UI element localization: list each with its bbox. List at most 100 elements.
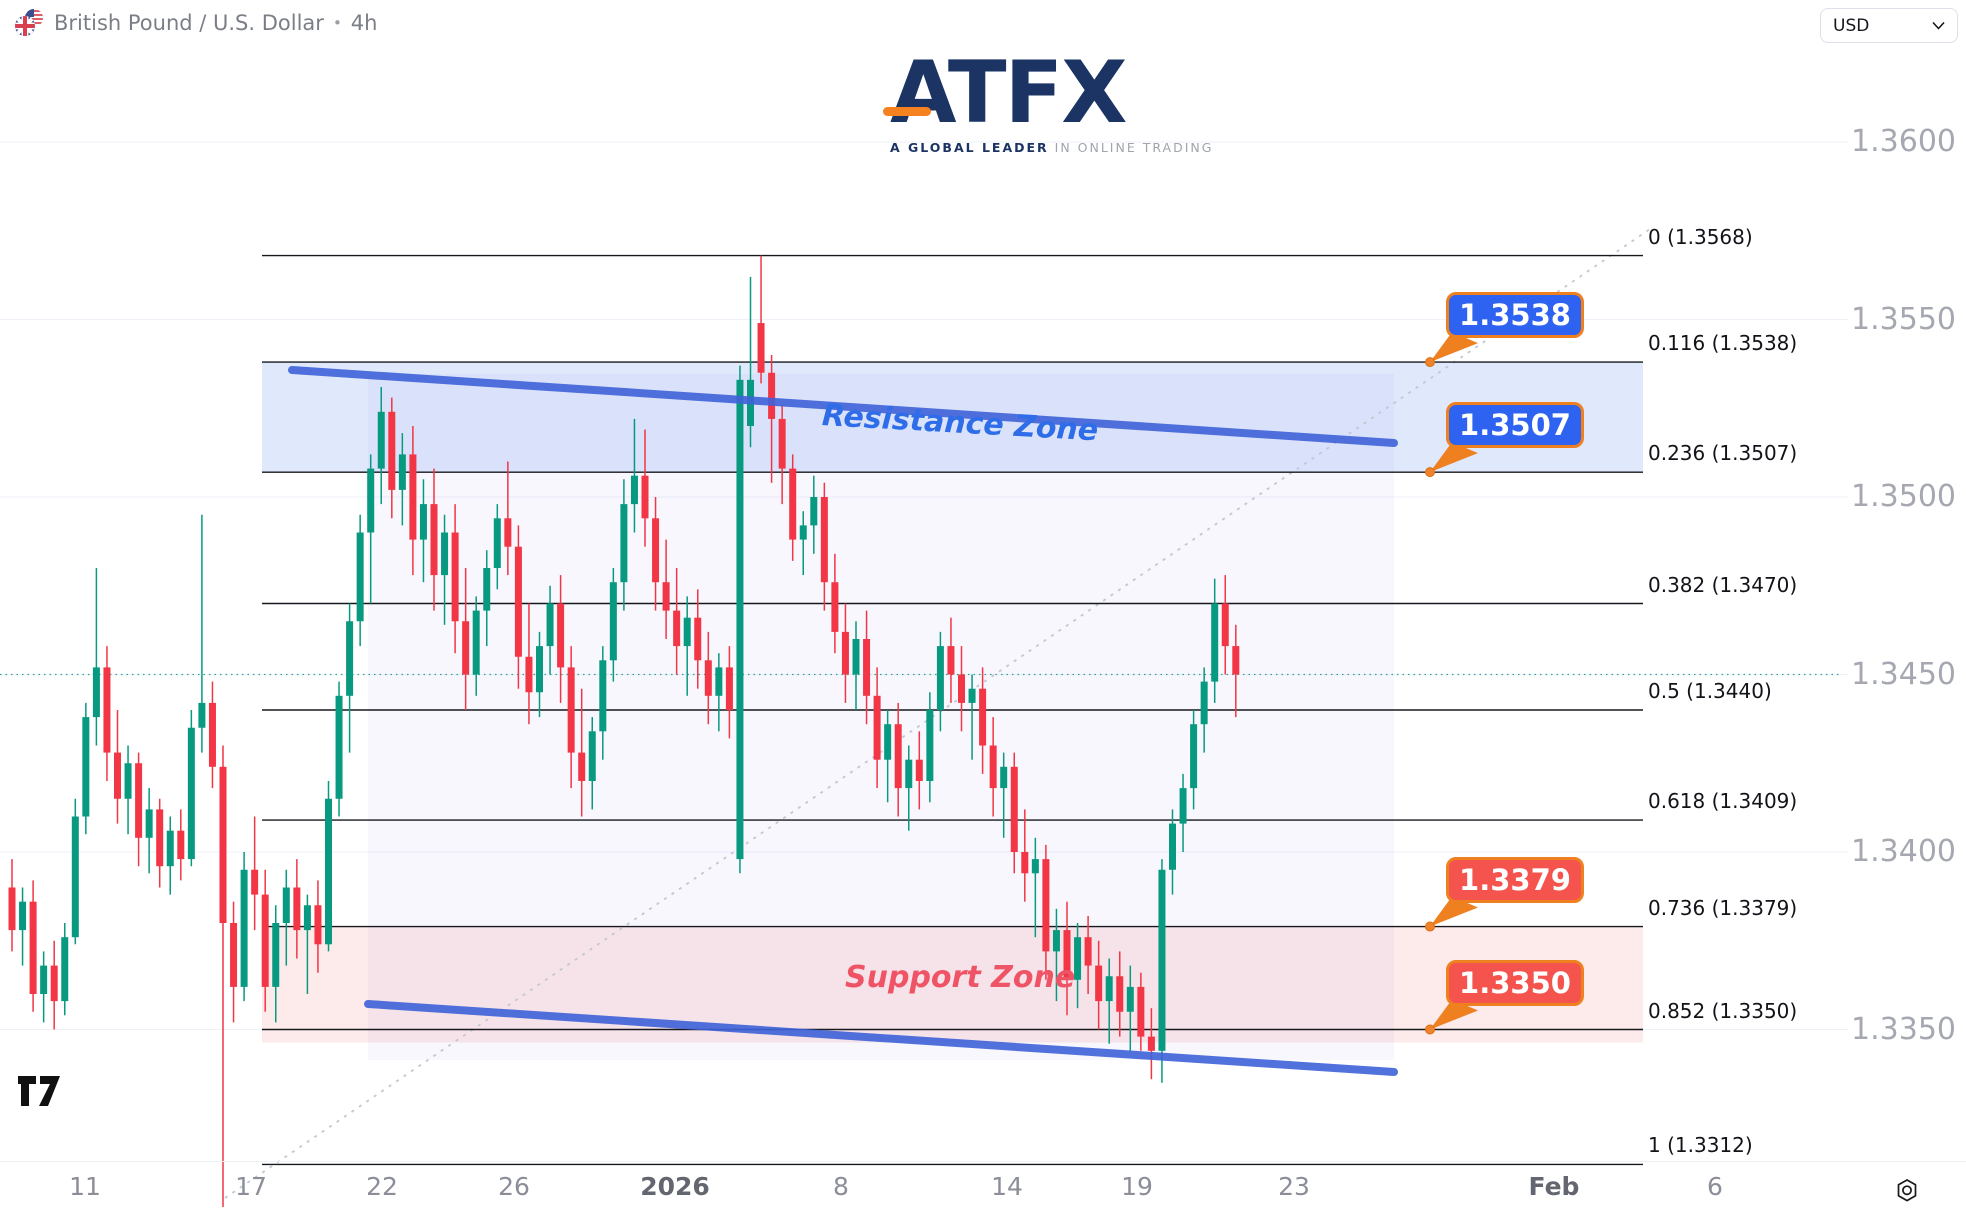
candle-body — [1116, 976, 1124, 1012]
candle-body — [1190, 724, 1198, 789]
time-axis-label: Feb — [1528, 1172, 1580, 1201]
fib-level-label: 0.852 (1.3350) — [1648, 998, 1798, 1023]
candle-body — [652, 518, 660, 583]
candle-body — [715, 667, 723, 696]
time-axis-label: 14 — [991, 1172, 1023, 1201]
candle-body — [1211, 603, 1219, 682]
candle-body — [630, 475, 638, 505]
candle-body — [1095, 965, 1103, 1002]
candle-body — [19, 901, 27, 931]
candle-body — [894, 724, 902, 789]
fib-level-label: 0 (1.3568) — [1648, 224, 1753, 249]
tradingview-logo[interactable] — [16, 1072, 62, 1110]
candle-body — [166, 830, 174, 867]
candle-body — [29, 901, 37, 994]
candle-body — [810, 497, 818, 526]
candle-body — [367, 468, 375, 533]
price-callout-1.3507[interactable]: 1.3507 — [1446, 402, 1584, 449]
symbol-header: British Pound / U.S. Dollar • 4h — [14, 8, 377, 38]
candle-body — [989, 745, 997, 789]
chevron-down-icon — [1932, 21, 1945, 30]
candle-body — [187, 727, 195, 860]
candle-body — [50, 965, 58, 1002]
candle-body — [377, 411, 385, 469]
candle-body — [736, 379, 744, 860]
candle-body — [1126, 986, 1134, 1012]
support-trendline[interactable] — [364, 1000, 1398, 1076]
candle-body — [156, 809, 164, 867]
candle-body — [346, 621, 354, 696]
price-callout-1.3379[interactable]: 1.3379 — [1446, 856, 1584, 903]
brand-logo: ATFX A GLOBAL LEADER IN ONLINE TRADING — [883, 50, 1214, 155]
candle-body — [979, 688, 987, 746]
candle-body — [1147, 1036, 1155, 1051]
title-separator: • — [332, 14, 342, 32]
price-axis-label: 1.3350 — [1851, 1011, 1956, 1047]
candle-body — [725, 667, 733, 710]
candle-body — [1232, 646, 1240, 675]
time-axis-label: 26 — [498, 1172, 530, 1201]
candle-body — [504, 518, 512, 547]
candle-body — [177, 830, 185, 860]
candle-body — [462, 621, 470, 675]
gear-icon[interactable] — [1892, 1176, 1922, 1206]
candle-body — [335, 695, 343, 799]
price-callout-1.3538[interactable]: 1.3538 — [1446, 292, 1584, 339]
time-axis-label: 11 — [69, 1172, 101, 1201]
candle-body — [1084, 937, 1092, 966]
price-axis-label: 1.3500 — [1851, 479, 1956, 514]
candle-body — [1000, 766, 1008, 789]
candle-body — [525, 656, 533, 693]
brand-tagline: A GLOBAL LEADER IN ONLINE TRADING — [890, 140, 1214, 155]
candle-body — [230, 923, 238, 987]
candle-body — [546, 603, 554, 647]
symbol-title[interactable]: British Pound / U.S. Dollar • 4h — [54, 11, 377, 35]
candle-body — [71, 816, 79, 938]
candle-body — [451, 532, 459, 622]
candle-body — [915, 759, 923, 781]
callout-tail — [1430, 332, 1478, 363]
fib-level-label: 0.5 (1.3440) — [1648, 679, 1772, 703]
time-axis-separator — [0, 1161, 1966, 1162]
callout-tail — [1430, 442, 1478, 473]
currency-select-value: USD — [1833, 15, 1870, 36]
candle-body — [694, 617, 702, 661]
candle-body — [1031, 859, 1039, 874]
candle-body — [1179, 788, 1187, 824]
fib-level-label: 0.382 (1.3470) — [1648, 572, 1798, 597]
candle-body — [641, 475, 649, 519]
candle-body — [1158, 869, 1166, 1051]
candle-body — [704, 660, 712, 696]
candle-body — [567, 667, 575, 753]
callout-tip-dot — [1425, 921, 1435, 932]
callout-tip-dot — [1425, 1024, 1435, 1035]
candle-body — [1052, 930, 1060, 952]
candle-body — [208, 702, 216, 767]
candle-body — [905, 759, 913, 789]
candle-body — [926, 710, 934, 781]
candle-body — [114, 752, 121, 799]
brand-accent-bar — [883, 107, 931, 116]
resistance-trendline[interactable] — [288, 366, 1398, 447]
candle-body — [272, 923, 280, 987]
support-zone-band[interactable] — [262, 926, 1643, 1043]
time-axis-label: 2026 — [640, 1172, 710, 1201]
candle-body — [198, 702, 206, 728]
candle-body — [441, 532, 449, 576]
candle-body — [968, 688, 976, 703]
candle-body — [124, 763, 132, 799]
candle-body — [536, 646, 543, 693]
candle-body — [82, 717, 90, 817]
candle-body — [683, 617, 691, 647]
price-callout-1.3350[interactable]: 1.3350 — [1446, 959, 1584, 1006]
support-zone-label: Support Zone — [845, 960, 1076, 995]
candle-body — [841, 631, 849, 675]
candle-body — [493, 518, 501, 568]
currency-select[interactable]: USD — [1820, 8, 1958, 43]
callout-tip-dot — [1425, 357, 1435, 368]
candle-body — [852, 639, 860, 675]
candle-body — [388, 411, 396, 490]
candle-body — [1063, 930, 1071, 980]
candle-body — [673, 610, 681, 647]
